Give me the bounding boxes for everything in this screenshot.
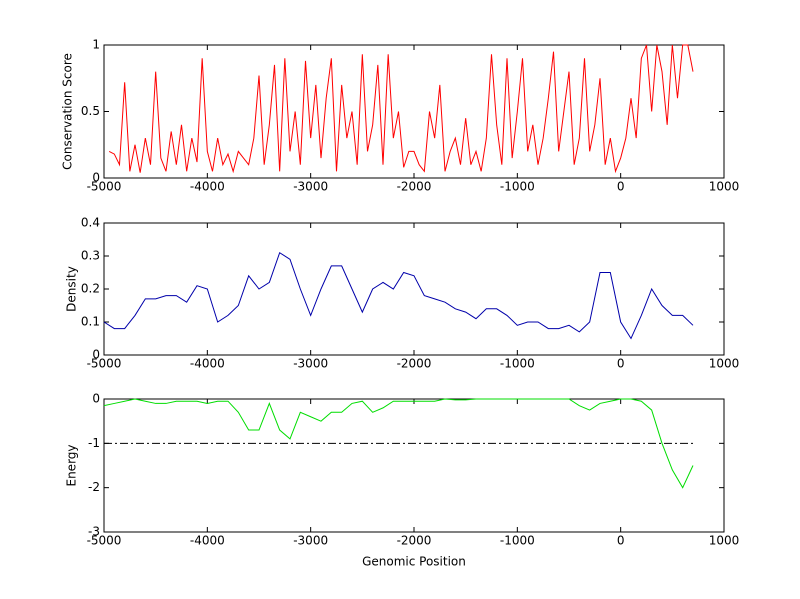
x-tick-label: 1000 <box>709 534 740 548</box>
x-tick-label: -4000 <box>190 534 225 548</box>
y-axis-label: Density <box>65 266 79 312</box>
y-tick-label: 1 <box>92 38 100 52</box>
x-tick-label: -2000 <box>397 357 432 371</box>
x-tick-label: -5000 <box>87 357 122 371</box>
axes-frame <box>103 44 725 179</box>
y-tick-label: 0.5 <box>81 104 100 118</box>
x-tick-label: -1000 <box>500 357 535 371</box>
x-tick-label: -1000 <box>500 180 535 194</box>
y-tick-label: 0 <box>92 348 100 362</box>
y-tick-label: 0.4 <box>81 216 100 230</box>
x-tick-label: 1000 <box>709 357 740 371</box>
y-tick-label: 0.2 <box>81 282 100 296</box>
x-tick-label: -2000 <box>397 534 432 548</box>
y-tick-label: -2 <box>88 480 100 494</box>
y-tick-label: -1 <box>88 436 100 450</box>
x-tick-label: -3000 <box>293 357 328 371</box>
x-tick-label: -5000 <box>87 534 122 548</box>
y-tick-label: -3 <box>88 525 100 539</box>
y-tick-label: 0 <box>92 392 100 406</box>
x-tick-label: -5000 <box>87 180 122 194</box>
y-axis-label: Energy <box>65 444 79 486</box>
x-tick-label: -4000 <box>190 357 225 371</box>
x-tick-label: -1000 <box>500 534 535 548</box>
x-tick-label: -2000 <box>397 180 432 194</box>
x-tick-label: -3000 <box>293 534 328 548</box>
y-tick-label: 0 <box>92 171 100 185</box>
x-tick-label: 1000 <box>709 180 740 194</box>
y-tick-label: 0.1 <box>81 315 100 329</box>
axes-frame <box>103 398 725 533</box>
data-line <box>103 251 694 340</box>
data-line <box>108 44 694 174</box>
x-tick-label: -3000 <box>293 180 328 194</box>
data-line <box>103 398 694 489</box>
y-tick-label: 0.3 <box>81 249 100 263</box>
x-tick-label: 0 <box>617 180 625 194</box>
y-axis-label: Conservation Score <box>61 53 75 170</box>
x-tick-label: -4000 <box>190 180 225 194</box>
axes-frame <box>103 222 725 356</box>
x-tick-label: 0 <box>617 357 625 371</box>
x-tick-label: 0 <box>617 534 625 548</box>
x-axis-label: Genomic Position <box>362 555 466 569</box>
